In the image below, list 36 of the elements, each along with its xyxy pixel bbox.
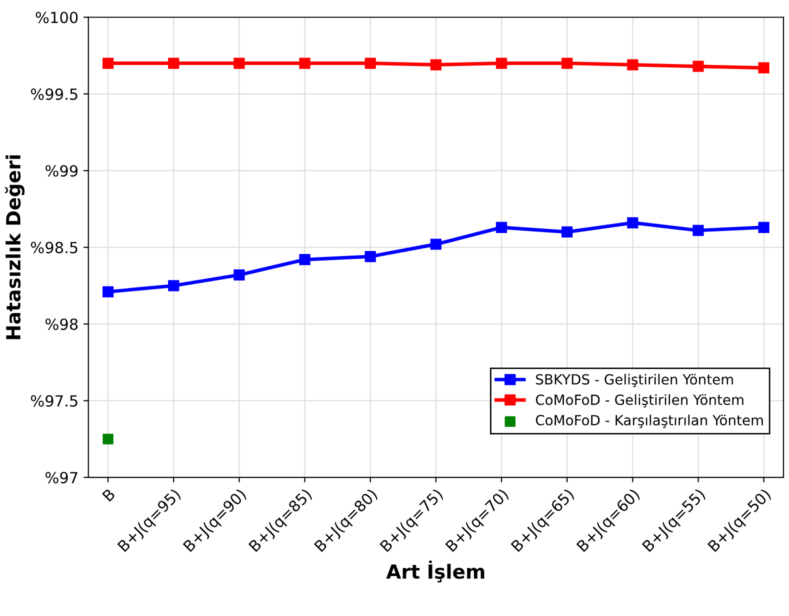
point <box>692 60 704 72</box>
point <box>692 224 704 236</box>
point <box>168 58 180 69</box>
point <box>627 217 638 228</box>
y-axis-title: Hatasızlık Değeri <box>5 155 25 340</box>
point <box>430 59 442 70</box>
x-axis-title: Art İşlem <box>386 560 484 582</box>
point <box>102 58 114 69</box>
point <box>496 222 508 233</box>
legend-label: SBKYDS - Geliştirilen Yöntem <box>536 374 733 388</box>
point <box>562 58 573 69</box>
point <box>299 58 310 69</box>
y-tick-label: %98.5 <box>30 242 78 254</box>
y-tick-label: %99 <box>46 165 78 177</box>
point <box>758 62 770 74</box>
point <box>299 254 310 266</box>
point <box>234 58 245 69</box>
legend-label: CoMoFoD - Geliştirilen Yöntem <box>536 394 744 408</box>
point <box>627 59 638 70</box>
y-tick-label: %99.5 <box>30 88 78 100</box>
point <box>364 58 376 69</box>
point <box>102 286 114 298</box>
y-tick-label: %97.5 <box>30 395 78 407</box>
point <box>496 58 508 69</box>
point <box>430 238 442 250</box>
point <box>364 250 376 262</box>
y-tick-label: %97 <box>46 472 78 484</box>
x-tick-label: B <box>102 488 116 502</box>
point <box>234 269 245 280</box>
y-tick-label: %98 <box>46 318 78 330</box>
legend-label: CoMoFoD - Karşılaştırılan Yöntem <box>536 414 763 428</box>
y-tick-label: %100 <box>36 12 78 24</box>
point <box>168 280 180 292</box>
point <box>758 222 770 233</box>
point <box>102 434 114 444</box>
point <box>562 226 573 238</box>
